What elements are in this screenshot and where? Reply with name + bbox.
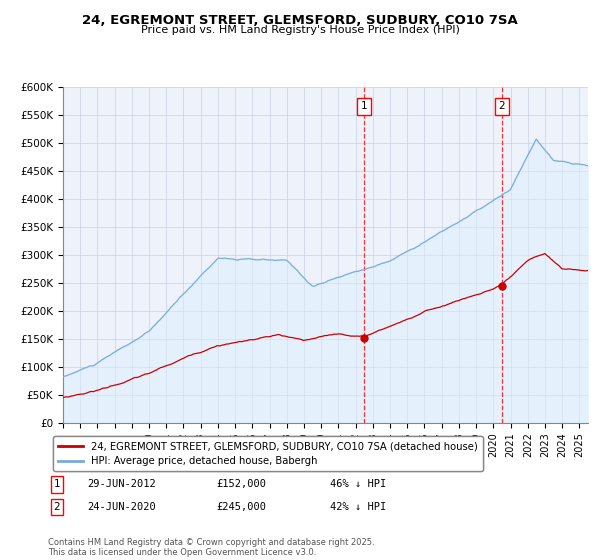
Text: 2: 2 [53, 502, 61, 512]
Text: Contains HM Land Registry data © Crown copyright and database right 2025.
This d: Contains HM Land Registry data © Crown c… [48, 538, 374, 557]
Text: 1: 1 [361, 101, 368, 111]
Text: £245,000: £245,000 [216, 502, 266, 512]
Text: 2: 2 [499, 101, 505, 111]
Text: 1: 1 [53, 479, 61, 489]
Text: 24-JUN-2020: 24-JUN-2020 [87, 502, 156, 512]
Text: 46% ↓ HPI: 46% ↓ HPI [330, 479, 386, 489]
Text: 42% ↓ HPI: 42% ↓ HPI [330, 502, 386, 512]
Text: Price paid vs. HM Land Registry's House Price Index (HPI): Price paid vs. HM Land Registry's House … [140, 25, 460, 35]
Text: 29-JUN-2012: 29-JUN-2012 [87, 479, 156, 489]
Text: 24, EGREMONT STREET, GLEMSFORD, SUDBURY, CO10 7SA: 24, EGREMONT STREET, GLEMSFORD, SUDBURY,… [82, 14, 518, 27]
Text: £152,000: £152,000 [216, 479, 266, 489]
Legend: 24, EGREMONT STREET, GLEMSFORD, SUDBURY, CO10 7SA (detached house), HPI: Average: 24, EGREMONT STREET, GLEMSFORD, SUDBURY,… [53, 436, 483, 471]
